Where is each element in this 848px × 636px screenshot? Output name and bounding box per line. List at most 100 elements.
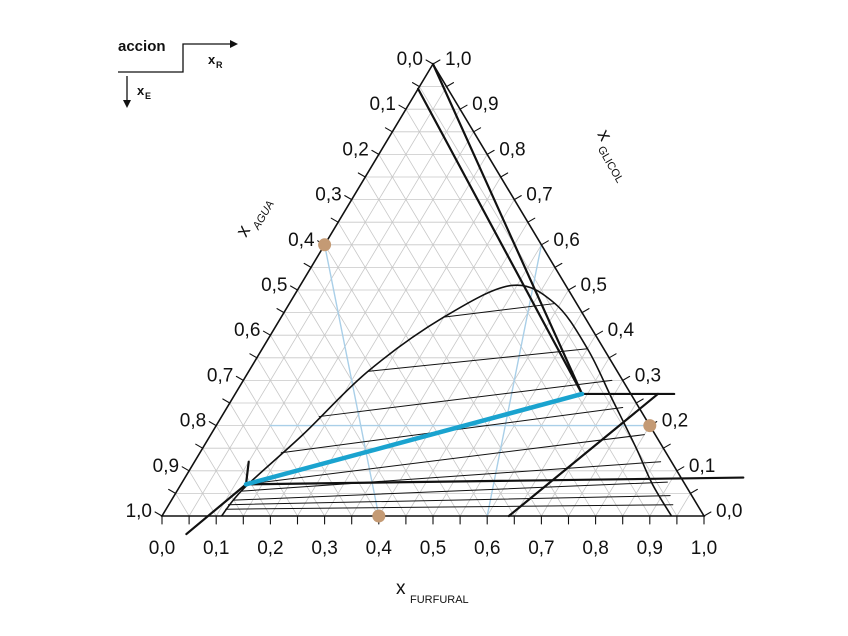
bottom-tick-label: 0,1 bbox=[203, 538, 229, 559]
right-tick-label: 0,1 bbox=[689, 456, 715, 477]
left-tick bbox=[168, 488, 177, 494]
right-tick-label: 0,4 bbox=[608, 320, 635, 341]
right-tick bbox=[445, 82, 455, 88]
right-tick bbox=[676, 466, 685, 472]
grid-line-furfural bbox=[513, 357, 610, 517]
legend-x-subscript: R bbox=[216, 60, 223, 70]
left-tick bbox=[330, 217, 339, 223]
grid-line-agua bbox=[310, 266, 461, 517]
left-tick bbox=[398, 104, 407, 110]
left-tick bbox=[411, 82, 421, 88]
legend-title: accion bbox=[118, 38, 166, 55]
grid-line-agua bbox=[324, 244, 488, 517]
left-tick bbox=[181, 466, 190, 472]
right-tick bbox=[608, 353, 617, 359]
ternary-grid bbox=[175, 86, 691, 517]
operating-line-segment bbox=[243, 391, 585, 487]
right-tick-label: 0,8 bbox=[499, 139, 525, 160]
right-tick-label: 0,2 bbox=[662, 411, 688, 432]
left-tick-label: 0,0 bbox=[397, 49, 423, 70]
grid-line-agua bbox=[175, 492, 190, 517]
left-tick bbox=[262, 330, 271, 336]
tie-line bbox=[318, 379, 613, 418]
grid-line-agua bbox=[351, 199, 542, 517]
tie-line bbox=[225, 504, 674, 510]
left-tick-label: 0,9 bbox=[153, 456, 179, 477]
right-tick bbox=[595, 330, 604, 336]
right-axis-title: x GLICOL bbox=[593, 126, 626, 185]
left-tick bbox=[154, 511, 163, 517]
right-tick bbox=[513, 195, 522, 201]
left-tick-label: 0,4 bbox=[288, 230, 315, 251]
bottom-tick-label: 0,5 bbox=[420, 538, 446, 559]
right-axis-name: GLICOL bbox=[595, 144, 626, 185]
binodal-curve bbox=[220, 284, 673, 517]
auxiliary-line bbox=[431, 62, 584, 396]
legend-y-symbol: x bbox=[137, 83, 145, 98]
auxiliary-line bbox=[507, 392, 660, 518]
left-tick bbox=[290, 285, 299, 291]
auxiliary-line bbox=[185, 483, 248, 536]
right-tick bbox=[662, 443, 671, 449]
bottom-tick-label: 0,8 bbox=[582, 538, 608, 559]
left-tick-label: 0,7 bbox=[207, 365, 233, 386]
grid-line-furfural bbox=[405, 266, 556, 517]
auxiliary-lines bbox=[185, 62, 745, 536]
right-tick-label: 0,5 bbox=[581, 275, 607, 296]
marked-point bbox=[372, 509, 386, 523]
left-tick bbox=[344, 195, 353, 201]
left-tick bbox=[195, 443, 204, 449]
tie-line bbox=[367, 348, 588, 372]
legend-y-subscript: E bbox=[145, 91, 151, 101]
auxiliary-line bbox=[416, 87, 584, 396]
grid-line-agua bbox=[202, 447, 244, 517]
right-tick bbox=[622, 375, 631, 381]
left-tick-label: 0,6 bbox=[234, 320, 260, 341]
grid-line-agua bbox=[391, 131, 624, 517]
marked-point bbox=[318, 238, 332, 252]
grid-line-agua bbox=[242, 379, 326, 517]
bottom-axis-title: x FURFURAL bbox=[396, 578, 469, 606]
right-tick bbox=[500, 172, 509, 178]
left-tick-label: 0,5 bbox=[261, 275, 287, 296]
bottom-tick-label: 0,9 bbox=[637, 538, 663, 559]
right-tick-label: 0,3 bbox=[635, 365, 661, 386]
tie-line bbox=[245, 434, 645, 485]
left-tick-label: 0,8 bbox=[180, 411, 206, 432]
axis-ticks bbox=[154, 59, 712, 525]
grid-line-agua bbox=[188, 470, 217, 517]
right-tick bbox=[432, 59, 441, 65]
left-axis-title: x AGUA bbox=[232, 199, 277, 241]
tie-line bbox=[443, 303, 556, 318]
right-tick bbox=[581, 308, 590, 314]
right-tick bbox=[473, 127, 482, 133]
left-tick bbox=[208, 421, 217, 427]
bottom-axis-symbol: x bbox=[396, 578, 406, 599]
construction-line bbox=[486, 244, 543, 517]
grid-line-agua bbox=[337, 221, 515, 517]
legend-connector bbox=[118, 43, 236, 73]
marked-point bbox=[643, 419, 657, 433]
tie-line bbox=[227, 495, 671, 506]
auxiliary-line bbox=[244, 460, 250, 486]
right-tick bbox=[689, 488, 698, 494]
bottom-tick-label: 0,4 bbox=[366, 538, 393, 559]
bottom-tick-label: 0,3 bbox=[311, 538, 337, 559]
legend-y-arrowhead bbox=[123, 100, 131, 108]
bottom-tick-label: 0,6 bbox=[474, 538, 500, 559]
left-tick bbox=[249, 353, 258, 359]
tick-labels: 0,0 0,1 0,2 0,3 0,4 0,5 0,6 0,7 0,8 0,9 1,0 1,0 0,9 0… bbox=[126, 49, 743, 559]
left-tick-label: 0,2 bbox=[342, 139, 368, 160]
right-tick bbox=[554, 262, 563, 268]
auxiliary-line bbox=[244, 476, 745, 486]
grid-line-agua bbox=[364, 176, 569, 517]
left-tick-label: 1,0 bbox=[126, 501, 152, 522]
operating-line bbox=[243, 391, 585, 487]
right-tick-label: 0,6 bbox=[553, 230, 579, 251]
right-tick-label: 0,0 bbox=[716, 501, 742, 522]
left-tick bbox=[303, 262, 312, 268]
bottom-axis-name: FURFURAL bbox=[410, 594, 469, 606]
legend-box: accion x R x E bbox=[118, 38, 238, 108]
construction-line bbox=[323, 244, 380, 517]
